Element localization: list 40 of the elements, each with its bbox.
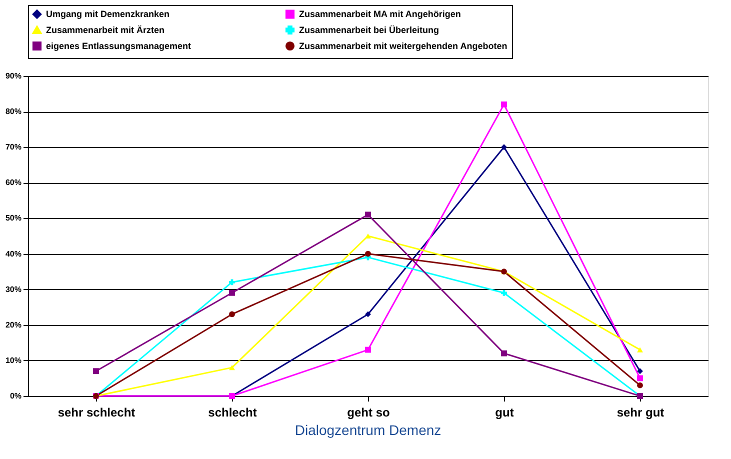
y-tick-label: 90% (5, 72, 22, 80)
legend-label: Zusammenarbeit bei Überleitung (299, 25, 440, 35)
x-tick-label: schlecht (208, 406, 257, 420)
y-tick-label: 20% (5, 320, 22, 330)
legend-label: Zusammenarbeit mit weitergehenden Angeboten (299, 41, 508, 51)
legend-label: Zusammenarbeit mit Ärzten (46, 25, 165, 35)
point (501, 290, 507, 296)
x-tick-label: sehr schlecht (58, 406, 136, 420)
x-tick-label: gut (495, 406, 514, 420)
point (501, 350, 507, 356)
point (229, 290, 235, 296)
point (365, 311, 371, 318)
x-tick-label: sehr gut (616, 406, 664, 420)
point (365, 212, 371, 218)
y-tick-label: 10% (5, 356, 22, 365)
y-tick-label: 70% (5, 142, 22, 152)
y-tick-label: 0% (10, 392, 22, 400)
point (637, 347, 643, 352)
point (365, 233, 371, 239)
legend-label: eigenes Entlassungsmanagement (46, 41, 192, 51)
point (637, 375, 643, 382)
legend-label: Umgang mit Demenzkranken (46, 9, 170, 20)
legend-label: Zusammenarbeit MA mit Angehörigen (299, 9, 461, 20)
point (229, 279, 235, 286)
point (501, 144, 507, 150)
point (501, 101, 507, 108)
x-tick-label: geht so (347, 406, 390, 420)
y-tick-label: 30% (5, 284, 22, 294)
point (365, 346, 371, 353)
point (365, 250, 371, 257)
y-tick-label: 80% (5, 107, 22, 116)
point (637, 382, 643, 388)
text: Dialogzentrum Demenz (294, 422, 442, 438)
y-tick-label: 40% (5, 249, 22, 258)
point (229, 311, 235, 318)
y-tick-label: 50% (5, 214, 22, 223)
y-tick-label: 60% (5, 178, 22, 188)
point (229, 364, 235, 370)
point (637, 368, 643, 374)
point (93, 368, 99, 374)
